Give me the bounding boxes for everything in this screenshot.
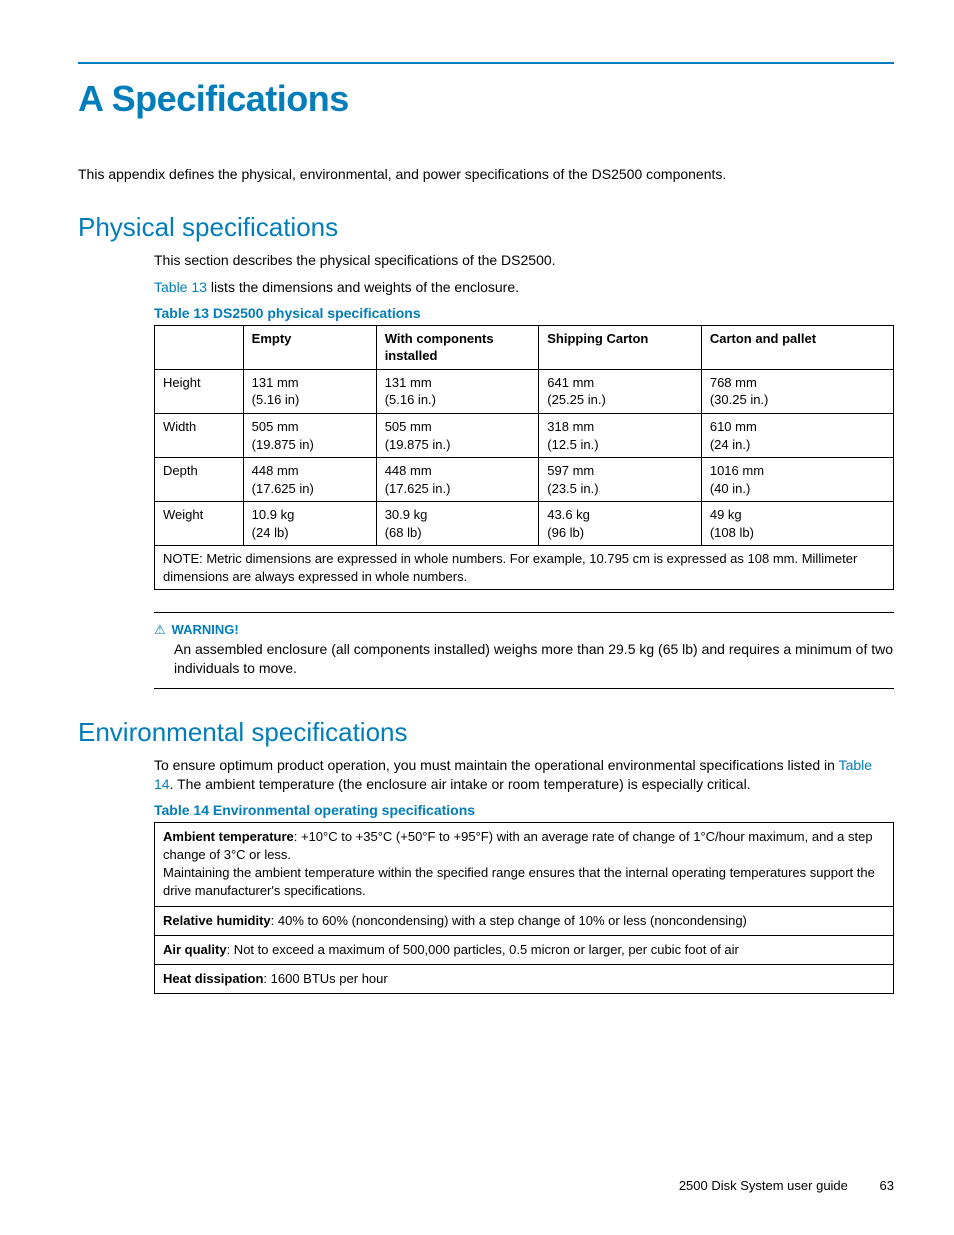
phys-cell: 43.6 kg(96 lb) [539, 502, 702, 546]
page: A Specifications This appendix defines t… [0, 0, 954, 1235]
warning-text: An assembled enclosure (all components i… [174, 640, 894, 678]
phys-cell: 641 mm(25.25 in.) [539, 369, 702, 413]
env-row-extra: Maintaining the ambient temperature with… [163, 865, 875, 898]
env-cell: Ambient temperature: +10°C to +35°C (+50… [155, 822, 894, 906]
footer-doc-title: 2500 Disk System user guide [679, 1178, 848, 1193]
phys-cell: 10.9 kg(24 lb) [243, 502, 376, 546]
phys-row-label: Width [155, 413, 244, 457]
phys-col-header: Empty [243, 325, 376, 369]
physical-heading: Physical specifications [78, 212, 894, 243]
warning-head-row: ⚠ WARNING! [154, 621, 894, 638]
env-p1-post: . The ambient temperature (the enclosure… [170, 776, 751, 792]
environmental-spec-table: Ambient temperature: +10°C to +35°C (+50… [154, 822, 894, 994]
page-footer: 2500 Disk System user guide 63 [679, 1178, 894, 1193]
env-row-label: Air quality [163, 942, 227, 957]
phys-cell: 768 mm(30.25 in.) [701, 369, 893, 413]
env-cell: Air quality: Not to exceed a maximum of … [155, 935, 894, 964]
phys-cell: 448 mm(17.625 in) [243, 458, 376, 502]
env-cell: Relative humidity: 40% to 60% (nonconden… [155, 906, 894, 935]
physical-p2-post: lists the dimensions and weights of the … [207, 279, 519, 295]
table13-caption: Table 13 DS2500 physical specifications [154, 305, 894, 321]
top-rule [78, 62, 894, 64]
warning-icon: ⚠ [154, 622, 166, 638]
warning-label: WARNING! [172, 622, 239, 637]
phys-cell: 610 mm(24 in.) [701, 413, 893, 457]
env-row-label: Heat dissipation [163, 971, 263, 986]
phys-col-header [155, 325, 244, 369]
phys-cell: 49 kg(108 lb) [701, 502, 893, 546]
env-p1: To ensure optimum product operation, you… [154, 756, 894, 794]
table-row: Depth448 mm(17.625 in)448 mm(17.625 in.)… [155, 458, 894, 502]
phys-col-header: Shipping Carton [539, 325, 702, 369]
physical-spec-table: EmptyWith components installedShipping C… [154, 325, 894, 591]
table-row: Heat dissipation: 1600 BTUs per hour [155, 965, 894, 994]
physical-p2: Table 13 lists the dimensions and weight… [154, 278, 894, 297]
env-row-label: Ambient temperature [163, 829, 294, 844]
phys-cell: 1016 mm(40 in.) [701, 458, 893, 502]
phys-cell: 131 mm(5.16 in.) [376, 369, 539, 413]
physical-p1: This section describes the physical spec… [154, 251, 894, 270]
table14-caption: Table 14 Environmental operating specifi… [154, 802, 894, 818]
phys-cell: 448 mm(17.625 in.) [376, 458, 539, 502]
table-row: Ambient temperature: +10°C to +35°C (+50… [155, 822, 894, 906]
phys-cell: 505 mm(19.875 in.) [376, 413, 539, 457]
phys-cell: 131 mm(5.16 in) [243, 369, 376, 413]
table-row: Width505 mm(19.875 in)505 mm(19.875 in.)… [155, 413, 894, 457]
phys-cell: 505 mm(19.875 in) [243, 413, 376, 457]
footer-page-number: 63 [880, 1178, 894, 1193]
phys-cell: 30.9 kg(68 lb) [376, 502, 539, 546]
intro-paragraph: This appendix defines the physical, envi… [78, 166, 894, 182]
table-row: Weight10.9 kg(24 lb)30.9 kg(68 lb)43.6 k… [155, 502, 894, 546]
phys-cell: 318 mm(12.5 in.) [539, 413, 702, 457]
phys-cell: 597 mm(23.5 in.) [539, 458, 702, 502]
phys-col-header: With components installed [376, 325, 539, 369]
warning-block: ⚠ WARNING! An assembled enclosure (all c… [154, 612, 894, 689]
env-row-label: Relative humidity [163, 913, 271, 928]
phys-row-label: Weight [155, 502, 244, 546]
env-p1-pre: To ensure optimum product operation, you… [154, 757, 839, 773]
phys-row-label: Height [155, 369, 244, 413]
appendix-title: A Specifications [78, 78, 894, 120]
phys-row-label: Depth [155, 458, 244, 502]
phys-col-header: Carton and pallet [701, 325, 893, 369]
table13-link[interactable]: Table 13 [154, 279, 207, 295]
env-cell: Heat dissipation: 1600 BTUs per hour [155, 965, 894, 994]
table-row: Relative humidity: 40% to 60% (nonconden… [155, 906, 894, 935]
environmental-heading: Environmental specifications [78, 717, 894, 748]
table-row: Height131 mm(5.16 in)131 mm(5.16 in.)641… [155, 369, 894, 413]
physical-body: This section describes the physical spec… [154, 251, 894, 689]
table-row: Air quality: Not to exceed a maximum of … [155, 935, 894, 964]
environmental-body: To ensure optimum product operation, you… [154, 756, 894, 994]
phys-note: NOTE: Metric dimensions are expressed in… [155, 546, 894, 590]
